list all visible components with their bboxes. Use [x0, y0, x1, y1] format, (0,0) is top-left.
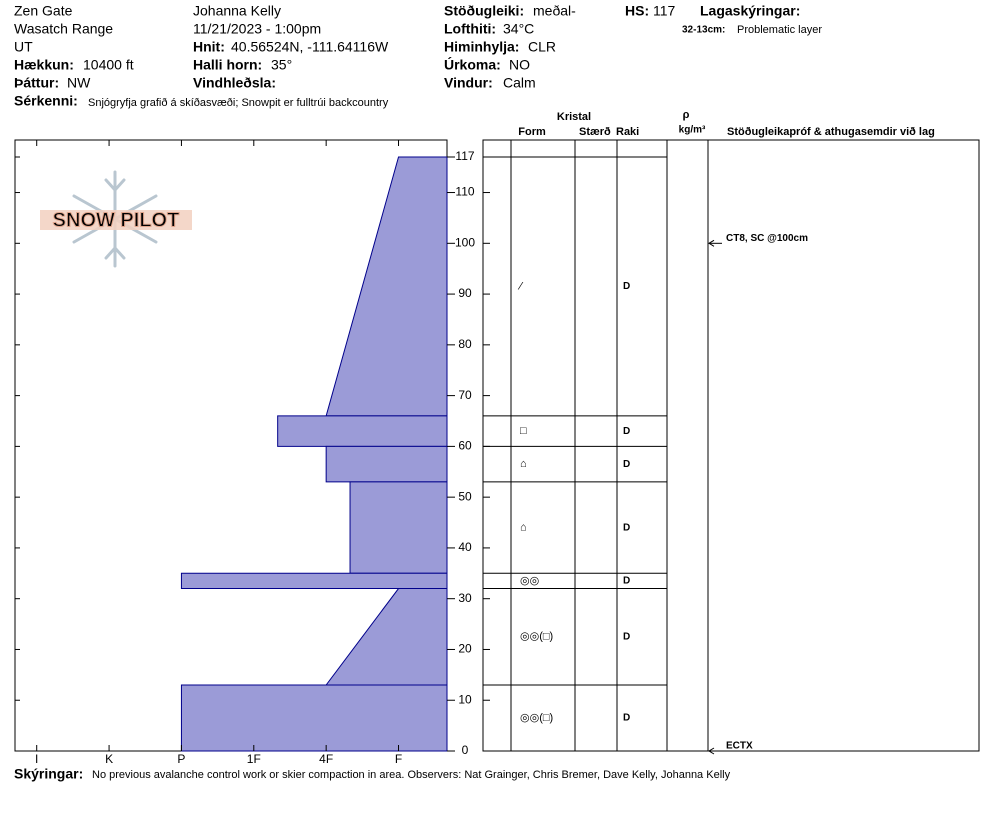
wind-value: Calm — [503, 75, 536, 91]
elevation-value: 10400 ft — [83, 57, 134, 73]
y-tick-label: 90 — [458, 286, 472, 300]
hardness-layer — [180, 572, 448, 590]
precip-value: NO — [509, 57, 530, 73]
grain-form: ◎◎(□) — [520, 631, 553, 643]
grain-form: ◎◎(□) — [520, 712, 553, 724]
y-tick-label: 70 — [458, 388, 472, 402]
density-unit-header: kg/m³ — [679, 125, 706, 136]
layer-note-range: 32-13cm: — [682, 25, 725, 36]
features-label: Sérkenni: — [14, 93, 78, 109]
moisture: D — [623, 426, 630, 437]
x-tick-label: P — [177, 752, 185, 766]
features-value: Snjógryfja grafið á skíðasvæði; Snowpit … — [88, 97, 389, 109]
comment: ECTX — [726, 741, 753, 752]
crystal-header: Kristal — [557, 111, 591, 123]
aspect-label: Þáttur: — [14, 75, 59, 91]
air-temp-value: 34°C — [503, 21, 534, 37]
slope-value: 35° — [271, 57, 292, 73]
hardness-layer — [325, 156, 448, 417]
moisture: D — [623, 576, 630, 587]
y-tick-label: 30 — [458, 591, 472, 605]
state: UT — [14, 39, 33, 55]
sky-value: CLR — [528, 39, 556, 55]
y-tick-label: 60 — [458, 439, 472, 453]
x-tick-label: 4F — [319, 752, 333, 766]
stability-value: meðal- — [533, 3, 576, 19]
y-tick-label: 100 — [455, 235, 475, 249]
grain-form: ⁄ — [517, 280, 524, 292]
location: Zen Gate — [14, 3, 73, 19]
moisture: D — [623, 459, 630, 470]
rho-header: ρ — [683, 109, 690, 121]
table-frame — [482, 139, 980, 752]
comment-arrowhead — [708, 239, 715, 247]
y-tick-label: 40 — [458, 540, 472, 554]
grain-form: ◎◎ — [520, 575, 539, 587]
hardness-layer — [277, 415, 448, 447]
x-tick-label: 1F — [247, 752, 261, 766]
sky-label: Himinhylja: — [444, 39, 519, 55]
grain-form: □ — [520, 425, 527, 437]
grain-form: ⌂ — [520, 522, 527, 534]
y-tick-label: 117 — [455, 149, 474, 163]
x-tick-label: K — [105, 752, 113, 766]
hardness-layer — [180, 684, 448, 752]
hardness-layer — [325, 588, 448, 686]
elevation-label: Hækkun: — [14, 57, 74, 73]
slope-label: Halli horn: — [193, 57, 262, 73]
y-tick-label: 50 — [458, 489, 472, 503]
moisture: D — [623, 522, 630, 533]
moisture: D — [623, 281, 630, 292]
grain-form: ⌂ — [520, 458, 527, 470]
logo-text: SNOW PILOT — [53, 209, 180, 231]
hardness-layer — [325, 445, 448, 483]
y-tick-label: 10 — [458, 692, 472, 706]
footer-label: Skýringar: — [14, 766, 83, 782]
comment: CT8, SC @100cm — [726, 233, 808, 244]
moisture: D — [623, 713, 630, 724]
y-tick-label: 110 — [455, 185, 474, 199]
coords-value: 40.56524N, -111.64116W — [231, 39, 389, 55]
datetime: 11/21/2023 - 1:00pm — [193, 21, 321, 37]
layer-note-text: Problematic layer — [737, 24, 822, 36]
y-tick-label: 80 — [458, 337, 472, 351]
comment-arrowhead — [708, 747, 715, 755]
air-temp-label: Lofthiti: — [444, 21, 496, 37]
moisture: D — [623, 631, 630, 642]
coords-label: Hnit: — [193, 39, 225, 55]
hs-label: HS: — [625, 3, 649, 19]
layer-notes-label: Lagaskýringar: — [700, 3, 800, 19]
aspect-value: NW — [67, 75, 91, 91]
logo-band — [40, 210, 192, 230]
wind-loading-label: Vindhleðsla: — [193, 75, 276, 91]
wind-label: Vindur: — [444, 75, 493, 91]
observer: Johanna Kelly — [193, 3, 281, 19]
moisture-header: Raki — [616, 126, 639, 138]
y-tick-label: 20 — [458, 642, 472, 656]
form-header: Form — [518, 126, 546, 138]
range: Wasatch Range — [14, 21, 113, 37]
x-tick-label: I — [35, 752, 38, 766]
size-header: Stærð — [579, 126, 611, 138]
footer-value: No previous avalanche control work or sk… — [92, 769, 731, 781]
precip-label: Úrkoma: — [444, 56, 501, 73]
hardness-layer — [349, 481, 448, 574]
y-tick-label: 0 — [462, 743, 469, 757]
x-tick-label: F — [395, 752, 402, 766]
hs-value: 117 — [653, 3, 676, 19]
stability-label: Stöðugleiki: — [444, 3, 524, 19]
comments-header: Stöðugleikapróf & athugasemdir við lag — [727, 126, 935, 138]
